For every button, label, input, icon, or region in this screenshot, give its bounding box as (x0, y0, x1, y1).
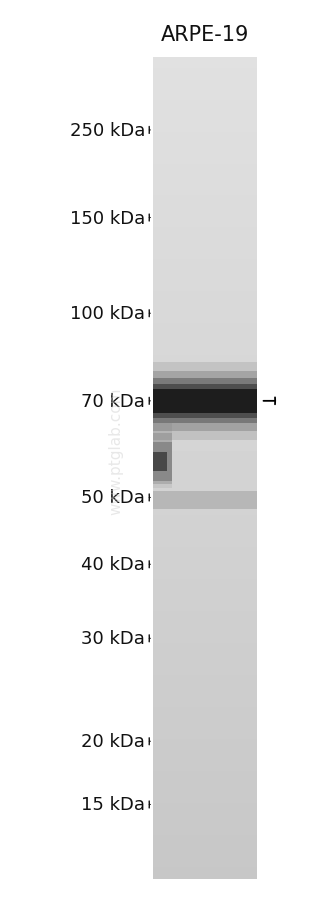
Text: 50 kDa: 50 kDa (81, 489, 145, 507)
Text: ARPE-19: ARPE-19 (161, 25, 249, 45)
Text: 100 kDa: 100 kDa (70, 305, 145, 323)
Text: 30 kDa: 30 kDa (81, 630, 145, 648)
Text: 15 kDa: 15 kDa (81, 796, 145, 814)
Text: 150 kDa: 150 kDa (70, 209, 145, 227)
Text: 70 kDa: 70 kDa (81, 392, 145, 410)
Text: 40 kDa: 40 kDa (81, 556, 145, 574)
Text: 20 kDa: 20 kDa (81, 732, 145, 750)
Text: www.ptglab.com: www.ptglab.com (108, 387, 123, 515)
Text: 250 kDa: 250 kDa (70, 122, 145, 140)
